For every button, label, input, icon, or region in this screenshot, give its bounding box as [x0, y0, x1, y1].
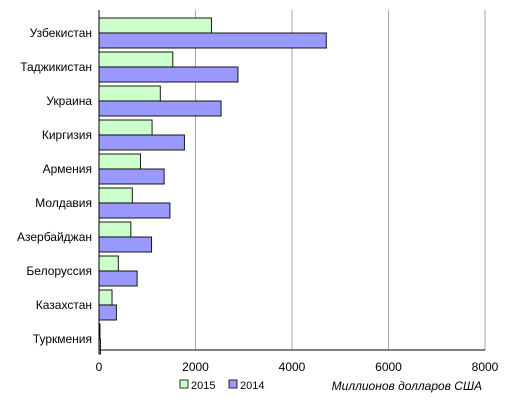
- unit-label: Миллионов долларов США: [332, 379, 482, 393]
- bar-2014-8: [98, 304, 117, 321]
- category-label-6: Азербайджан: [17, 230, 92, 244]
- x-tick-label-8000: 8000: [472, 360, 499, 374]
- bar-2014-2: [98, 100, 222, 117]
- x-tick-label-4000: 4000: [279, 360, 306, 374]
- bar-2014-1: [98, 66, 239, 83]
- x-tick-labels: 0 2000 4000 6000 8000: [96, 360, 499, 374]
- category-label-0: Узбекистан: [30, 26, 92, 40]
- legend: 2015 2014: [179, 379, 264, 392]
- bar-2014-3: [98, 134, 185, 151]
- bar-2015-4: [98, 153, 141, 170]
- x-tick-label-6000: 6000: [375, 360, 402, 374]
- bar-2015-5: [98, 187, 133, 204]
- bar-2014-6: [98, 236, 153, 253]
- bar-2014-7: [98, 270, 138, 287]
- bar-2014-4: [98, 168, 165, 185]
- category-labels: Узбекистан Таджикистан Украина Киргизия Арме…: [17, 26, 92, 346]
- gridlines: [195, 10, 486, 350]
- bar-2014-5: [98, 202, 171, 219]
- bar-2015-0: [98, 17, 212, 34]
- category-label-8: Казахстан: [36, 298, 92, 312]
- bar-2015-8: [98, 289, 113, 306]
- axes: [98, 10, 485, 351]
- bar-2015-3: [98, 119, 153, 136]
- category-label-2: Украина: [46, 94, 92, 108]
- category-label-5: Молдавия: [35, 196, 92, 210]
- category-label-4: Армения: [43, 162, 92, 176]
- bar-2014-0: [98, 32, 327, 49]
- category-label-3: Киргизия: [42, 128, 92, 142]
- bar-2015-6: [98, 221, 132, 238]
- bars: [98, 17, 327, 355]
- bar-2015-1: [98, 51, 174, 68]
- bar-2015-2: [98, 85, 161, 102]
- legend-label-2015: 2015: [191, 380, 215, 392]
- legend-swatch-2015: [179, 379, 189, 389]
- x-tick-label-2000: 2000: [182, 360, 209, 374]
- legend-label-2014: 2014: [240, 380, 264, 392]
- category-label-9: Туркмения: [33, 332, 92, 346]
- bar-2015-7: [98, 255, 119, 272]
- category-label-1: Таджикистан: [20, 60, 92, 74]
- x-tick-label-0: 0: [96, 360, 103, 374]
- legend-swatch-2014: [228, 379, 238, 389]
- category-label-7: Белоруссия: [26, 264, 92, 278]
